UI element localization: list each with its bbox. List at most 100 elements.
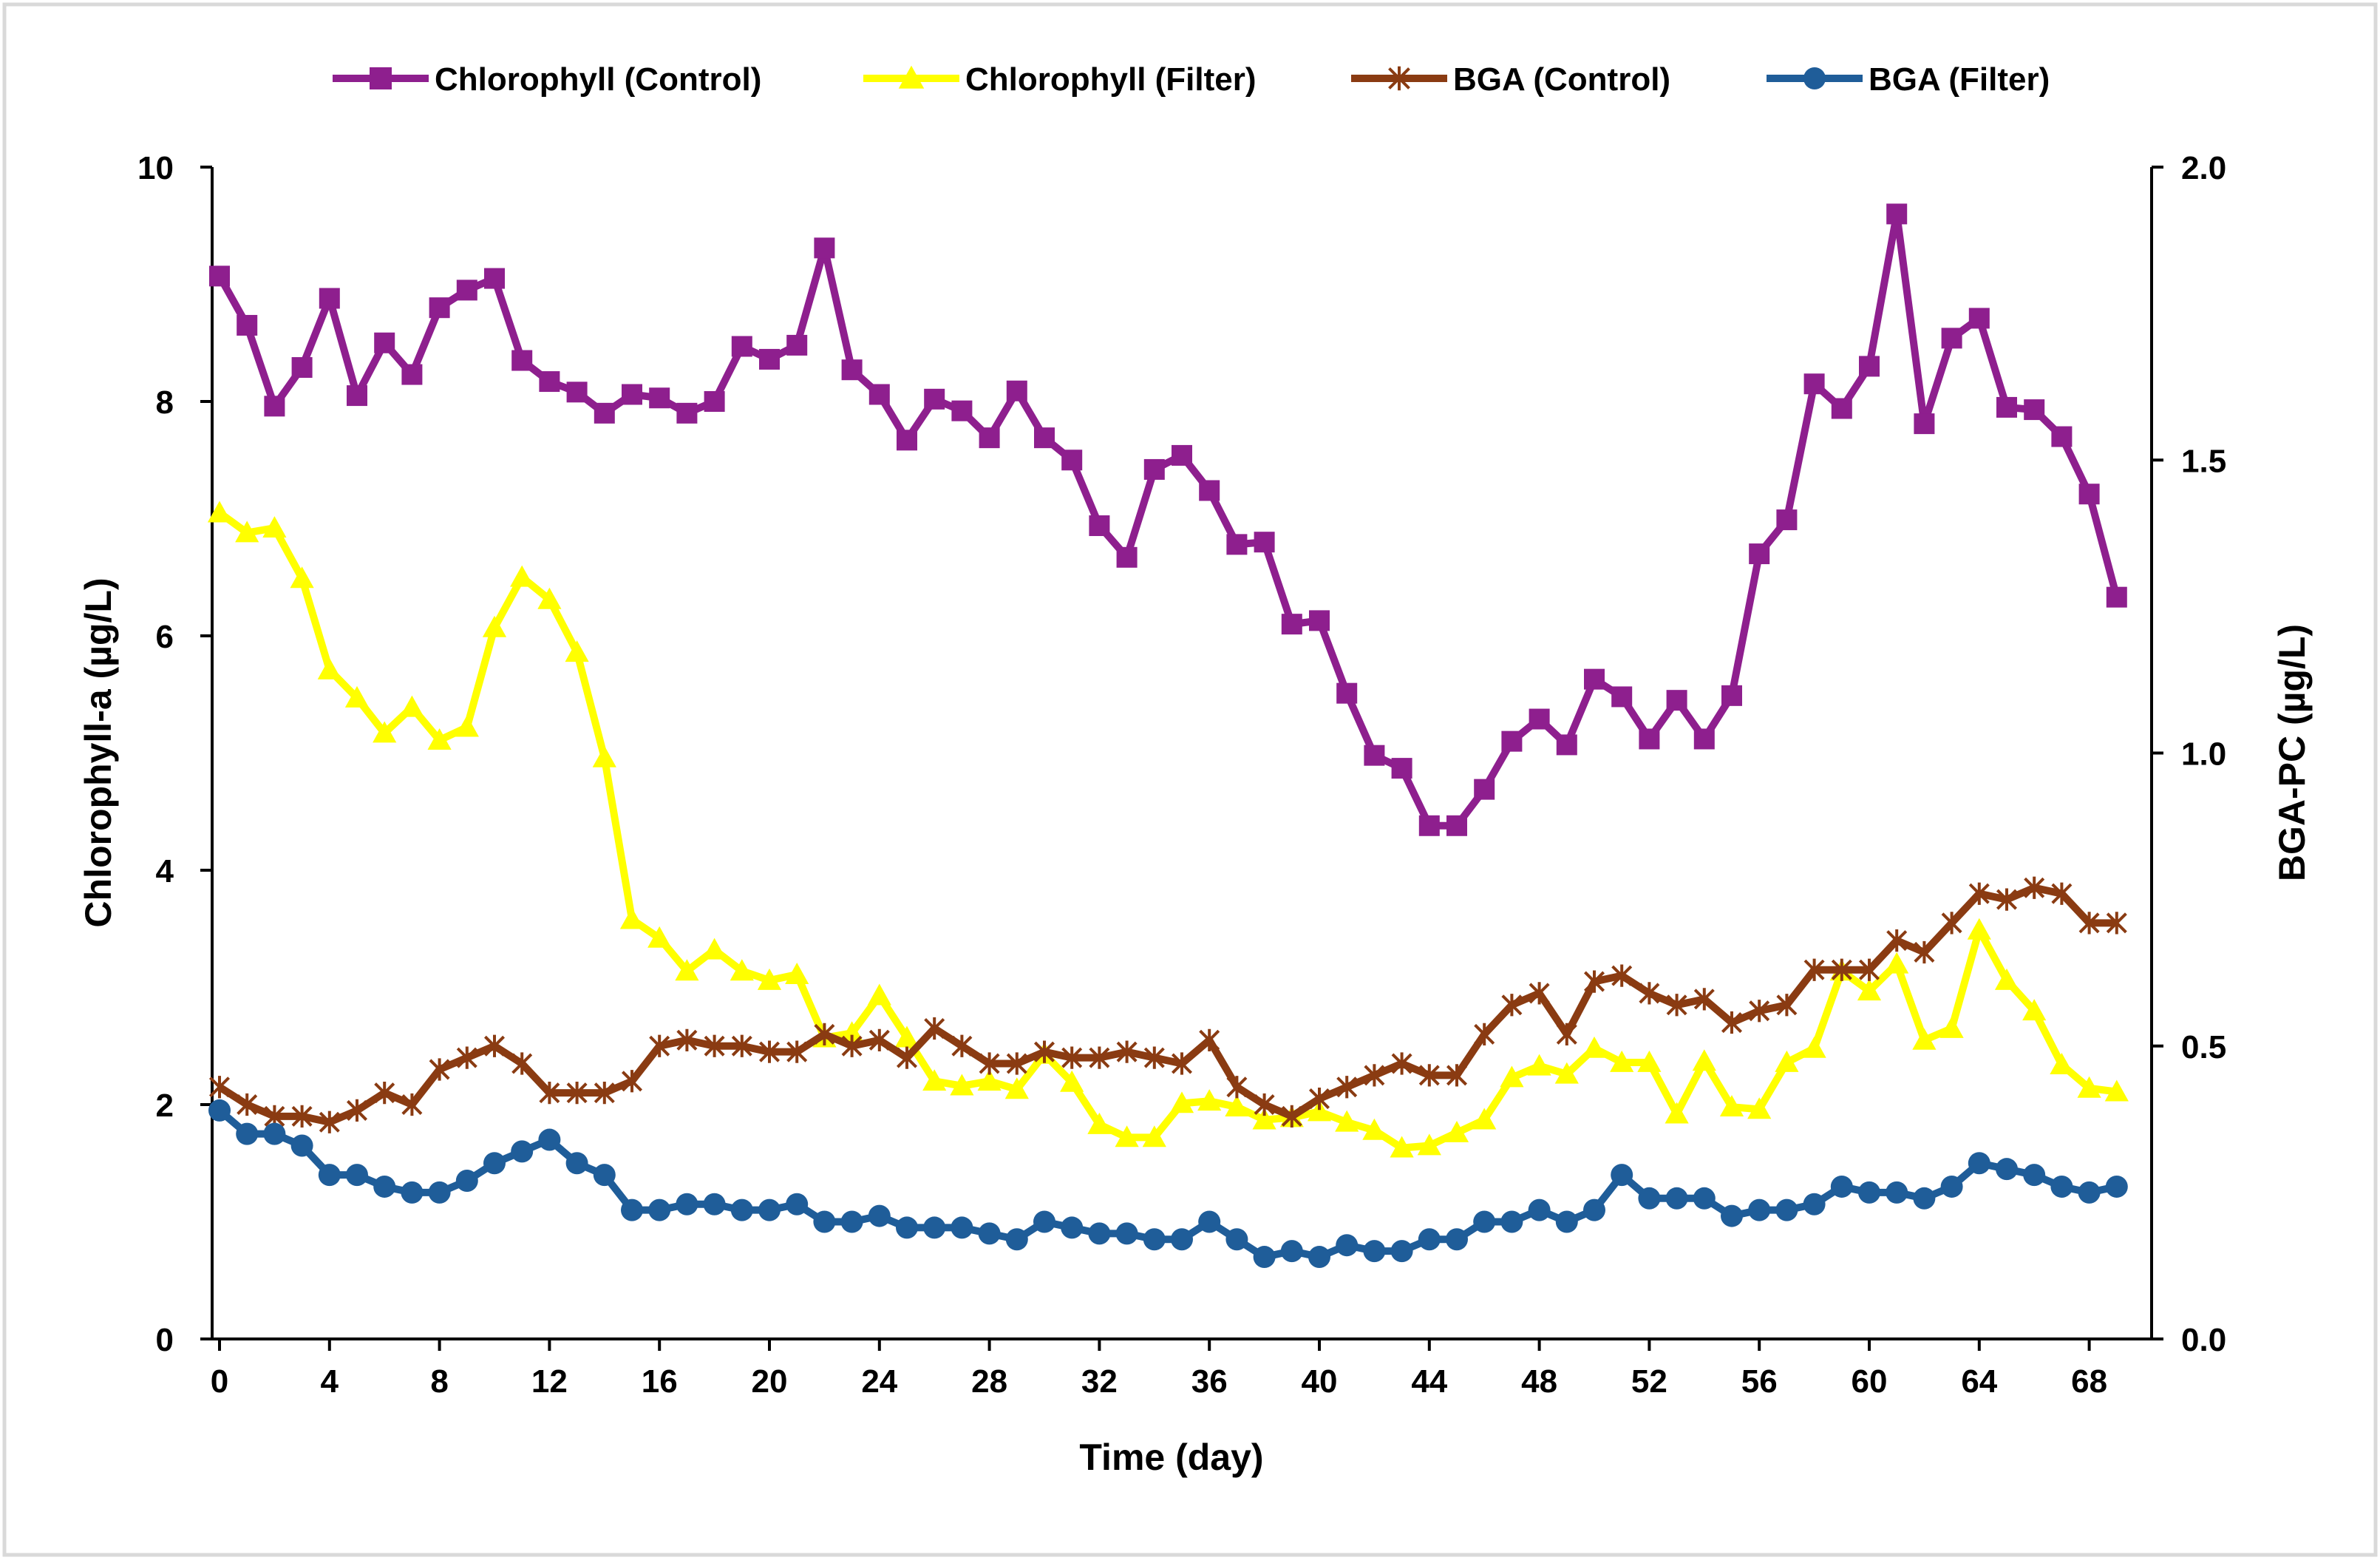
data-point xyxy=(208,1099,231,1122)
data-point xyxy=(840,1021,864,1043)
data-point xyxy=(344,685,370,708)
data-point xyxy=(346,1099,368,1122)
data-point xyxy=(1639,728,1660,750)
data-point xyxy=(1143,1046,1165,1069)
data-point xyxy=(619,907,645,929)
data-point xyxy=(510,565,534,587)
legend-label: BGA (Filter) xyxy=(1869,61,2050,98)
data-point xyxy=(1941,912,1962,935)
data-point xyxy=(676,1193,698,1216)
data-point xyxy=(1061,1046,1083,1069)
data-point xyxy=(1637,1050,1662,1072)
data-point xyxy=(730,1198,753,1221)
data-point xyxy=(1391,758,1412,779)
data-point xyxy=(1693,1187,1716,1210)
data-point xyxy=(2106,586,2127,608)
data-point xyxy=(1199,1028,1220,1051)
data-point xyxy=(1474,779,1495,800)
data-point xyxy=(1940,1175,1963,1198)
data-point xyxy=(1391,1052,1412,1075)
data-point xyxy=(1087,1112,1112,1134)
data-point xyxy=(675,959,699,981)
data-point xyxy=(676,1028,698,1051)
data-point xyxy=(703,1193,726,1216)
data-point xyxy=(374,332,395,353)
data-point xyxy=(319,1111,340,1133)
data-point xyxy=(1857,979,1882,1001)
data-point xyxy=(2078,1181,2101,1204)
data-point xyxy=(1308,1246,1330,1269)
data-point xyxy=(1364,745,1385,766)
data-point xyxy=(1776,509,1798,531)
x-tick-label: 64 xyxy=(1961,1363,1997,1400)
data-point xyxy=(649,387,670,409)
data-point xyxy=(539,371,560,393)
x-tick-label: 8 xyxy=(430,1363,448,1400)
data-point xyxy=(538,1128,561,1151)
data-point xyxy=(511,350,533,371)
data-point xyxy=(1749,543,1770,565)
data-point xyxy=(1199,480,1220,501)
data-point xyxy=(593,1164,616,1187)
data-point xyxy=(1418,815,1440,836)
x-tick-label: 12 xyxy=(531,1363,568,1400)
data-point xyxy=(1169,1091,1194,1113)
data-point xyxy=(1336,682,1358,704)
left-y-tick-label: 6 xyxy=(156,619,174,655)
data-point xyxy=(429,1058,450,1081)
data-point xyxy=(951,1034,973,1057)
data-point xyxy=(1529,982,1550,1005)
data-point xyxy=(621,1198,643,1221)
data-point xyxy=(676,402,698,424)
data-point xyxy=(1556,1023,1577,1046)
data-point xyxy=(1803,1193,1826,1216)
data-point xyxy=(977,1069,1002,1091)
data-point xyxy=(1611,1164,1633,1187)
data-point xyxy=(1171,1052,1193,1075)
data-point xyxy=(482,615,507,637)
data-point xyxy=(1858,958,1880,981)
left-y-tick-label: 0 xyxy=(156,1322,174,1358)
series-line xyxy=(217,884,2117,1126)
x-tick-label: 24 xyxy=(861,1363,897,1400)
x-tick-label: 44 xyxy=(1411,1363,1447,1400)
data-point xyxy=(1996,888,2018,911)
data-point xyxy=(1666,994,1687,1017)
data-point xyxy=(1252,1108,1276,1130)
data-point xyxy=(1142,1125,1166,1147)
data-point xyxy=(429,297,450,319)
data-point xyxy=(1281,614,1302,635)
legend-label: Chlorophyll (Filter) xyxy=(965,61,1257,98)
series-layer xyxy=(207,203,2129,1269)
data-point xyxy=(978,1222,1001,1245)
data-point xyxy=(1721,1204,1743,1227)
data-point xyxy=(455,715,479,737)
data-point xyxy=(1060,1070,1084,1092)
data-point xyxy=(1554,1062,1579,1084)
data-point xyxy=(317,657,341,679)
data-point xyxy=(1143,1228,1166,1251)
x-axis-title: Time (day) xyxy=(1079,1437,1263,1478)
data-point xyxy=(400,695,424,717)
right-y-tick-label: 0.0 xyxy=(2181,1322,2226,1358)
data-point xyxy=(1747,1097,1772,1119)
x-tick-label: 52 xyxy=(1631,1363,1667,1400)
data-point xyxy=(1308,1087,1330,1111)
data-point xyxy=(1527,1054,1551,1076)
data-point xyxy=(1198,1210,1221,1233)
series-line xyxy=(217,509,2118,1152)
data-point xyxy=(1006,1052,1027,1075)
data-point xyxy=(1968,1152,1990,1175)
data-point xyxy=(1968,882,1990,905)
data-point xyxy=(1941,328,1962,349)
data-point xyxy=(868,1028,890,1051)
data-point xyxy=(1089,1046,1110,1069)
data-point xyxy=(1913,1187,1936,1210)
data-point xyxy=(758,1198,781,1221)
data-point xyxy=(347,385,367,407)
left-y-tick-label: 8 xyxy=(156,384,174,421)
data-point xyxy=(1336,1234,1359,1257)
data-point xyxy=(456,279,477,301)
data-point xyxy=(1802,1036,1826,1058)
data-point xyxy=(1226,534,1248,555)
